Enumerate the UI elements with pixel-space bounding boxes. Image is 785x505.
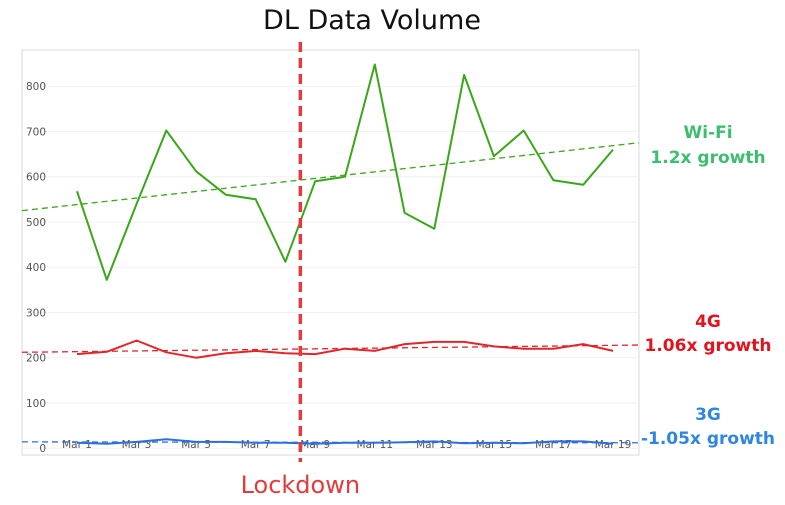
y-tick-label: 700 [26,126,46,138]
series-annotations: Wi-Fi 1.2x growth 4G 1.06x growth 3G -1.05x g… [641,123,775,449]
y-tick-label: 500 [26,217,46,229]
3g-series-line [76,438,614,445]
x-tick-label: Mar 1 [62,439,92,451]
3g-annotation-line: 3G [695,405,721,425]
lockdown-marker: Lockdown [241,42,360,499]
3g-annotation-line: -1.05x growth [641,429,775,449]
y-tick-label: 400 [26,262,46,274]
wifi-trend-line [21,142,640,212]
lockdown-label: Lockdown [241,471,360,499]
chart-title: DL Data Volume [263,5,481,36]
wifi-annotation-line: 1.2x growth [650,148,765,168]
y-axis-ticks: 0 100 200 300 400 500 600 700 800 [26,81,46,455]
y-tick-label: 300 [26,307,46,319]
4g-annotation-line: 1.06x growth [645,336,772,356]
plot-frame [21,49,640,456]
x-tick-label: Mar 19 [595,439,632,451]
x-tick-label: Mar 15 [476,439,513,451]
y-tick-label: 800 [26,81,46,93]
y-tick-label: 0 [39,443,46,455]
wifi-series-line [76,63,614,281]
y-tick-label: 200 [26,353,46,365]
4g-series-line [76,339,614,359]
series-lines [76,63,614,445]
y-tick-label: 100 [26,398,46,410]
4g-trend-line [21,344,640,353]
x-tick-label: Mar 7 [241,439,271,451]
4g-annotation-line: 4G [695,312,721,332]
grid-lines [22,85,639,449]
x-tick-label: Mar 11 [357,439,394,451]
x-tick-label: Mar 9 [300,439,330,451]
y-tick-label: 600 [26,172,46,184]
wifi-annotation-line: Wi-Fi [683,123,732,143]
